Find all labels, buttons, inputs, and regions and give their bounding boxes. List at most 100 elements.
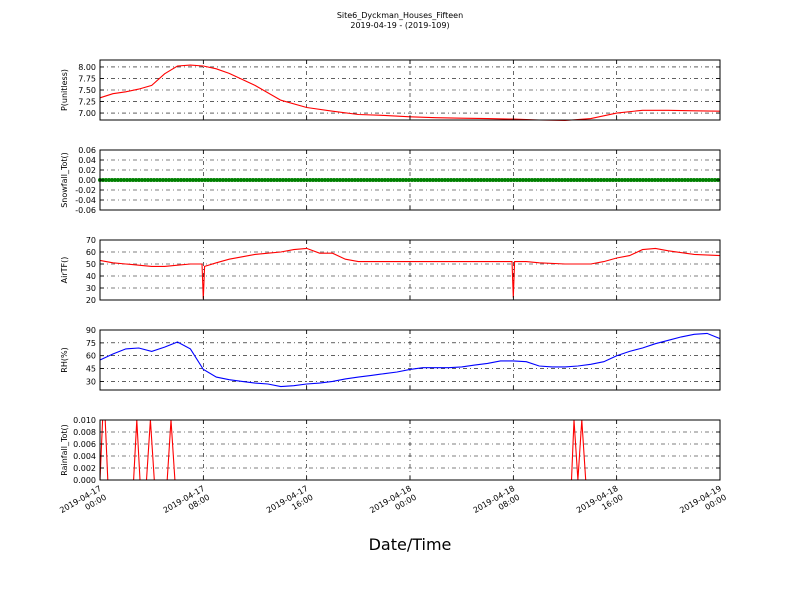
data-point xyxy=(494,178,498,182)
data-point xyxy=(269,178,273,182)
figure-title: Site6_Dyckman_Houses_Fifteen xyxy=(336,11,464,20)
y-tick-label: 0.04 xyxy=(78,156,96,165)
y-tick-label: 0.006 xyxy=(73,440,96,449)
data-point xyxy=(176,178,180,182)
data-point xyxy=(185,178,189,182)
data-point xyxy=(377,178,381,182)
data-point xyxy=(476,178,480,182)
data-point xyxy=(227,178,231,182)
data-point xyxy=(464,178,468,182)
y-axis-label: Rainfall_Tot() xyxy=(60,424,69,476)
data-point xyxy=(131,178,135,182)
data-point xyxy=(653,178,657,182)
data-point xyxy=(431,178,435,182)
data-point xyxy=(557,178,561,182)
y-tick-label: 60 xyxy=(86,248,96,257)
data-point xyxy=(503,178,507,182)
y-tick-label: 30 xyxy=(86,377,96,386)
data-point xyxy=(425,178,429,182)
data-point xyxy=(479,178,483,182)
data-point xyxy=(458,178,462,182)
data-point xyxy=(182,178,186,182)
data-point xyxy=(515,178,519,182)
data-point xyxy=(161,178,165,182)
data-point xyxy=(584,178,588,182)
data-point xyxy=(443,178,447,182)
data-point xyxy=(413,178,417,182)
data-point xyxy=(452,178,456,182)
data-point xyxy=(191,178,195,182)
data-point xyxy=(116,178,120,182)
data-point xyxy=(119,178,123,182)
data-point xyxy=(311,178,315,182)
data-point xyxy=(533,178,537,182)
data-point xyxy=(188,178,192,182)
data-point xyxy=(299,178,303,182)
data-point xyxy=(497,178,501,182)
data-point xyxy=(173,178,177,182)
y-tick-label: 50 xyxy=(86,260,96,269)
data-point xyxy=(389,178,393,182)
data-point xyxy=(713,178,717,182)
data-point xyxy=(455,178,459,182)
data-point xyxy=(284,178,288,182)
y-tick-label: 0.008 xyxy=(73,428,96,437)
y-axis-label: AirTF() xyxy=(60,257,69,284)
data-point xyxy=(302,178,306,182)
data-point xyxy=(626,178,630,182)
x-tick-label: 2019-04-1900:00 xyxy=(678,484,728,524)
data-point xyxy=(356,178,360,182)
series-line xyxy=(99,64,721,122)
data-point xyxy=(437,178,441,182)
data-point xyxy=(482,178,486,182)
data-point xyxy=(542,178,546,182)
data-point xyxy=(254,178,258,182)
data-point xyxy=(695,178,699,182)
data-point xyxy=(230,178,234,182)
data-point xyxy=(260,178,264,182)
data-point xyxy=(179,178,183,182)
data-point xyxy=(611,178,615,182)
y-tick-label: 45 xyxy=(86,365,96,374)
data-point xyxy=(320,178,324,182)
data-point xyxy=(521,178,525,182)
data-point xyxy=(362,178,366,182)
data-point xyxy=(623,178,627,182)
data-point xyxy=(488,178,492,182)
data-point xyxy=(641,178,645,182)
data-point xyxy=(128,178,132,182)
data-point xyxy=(509,178,513,182)
data-point xyxy=(449,178,453,182)
y-tick-label: 7.25 xyxy=(78,98,96,107)
data-point xyxy=(518,178,522,182)
y-tick-label: 70 xyxy=(86,236,96,245)
y-tick-label: 40 xyxy=(86,272,96,281)
data-point xyxy=(107,178,111,182)
y-tick-label: 0.00 xyxy=(78,176,96,185)
x-tick-label: 2019-04-1708:00 xyxy=(162,484,212,524)
data-point xyxy=(374,178,378,182)
figure-subtitle: 2019-04-19 - (2019-109) xyxy=(350,21,450,30)
data-point xyxy=(704,178,708,182)
data-point xyxy=(314,178,318,182)
data-point xyxy=(206,178,210,182)
data-point xyxy=(122,178,126,182)
data-point xyxy=(467,178,471,182)
data-point xyxy=(707,178,711,182)
data-point xyxy=(500,178,504,182)
series-line xyxy=(99,332,721,388)
data-point xyxy=(617,178,621,182)
data-point xyxy=(566,178,570,182)
data-point xyxy=(473,178,477,182)
data-point xyxy=(539,178,543,182)
data-point xyxy=(392,178,396,182)
data-point xyxy=(242,178,246,182)
y-tick-label: 0.06 xyxy=(78,146,96,155)
data-point xyxy=(647,178,651,182)
data-point xyxy=(155,178,159,182)
data-point xyxy=(296,178,300,182)
y-tick-label: 0.004 xyxy=(73,452,96,461)
data-point xyxy=(263,178,267,182)
data-point xyxy=(638,178,642,182)
x-axis-label: Date/Time xyxy=(369,535,452,554)
